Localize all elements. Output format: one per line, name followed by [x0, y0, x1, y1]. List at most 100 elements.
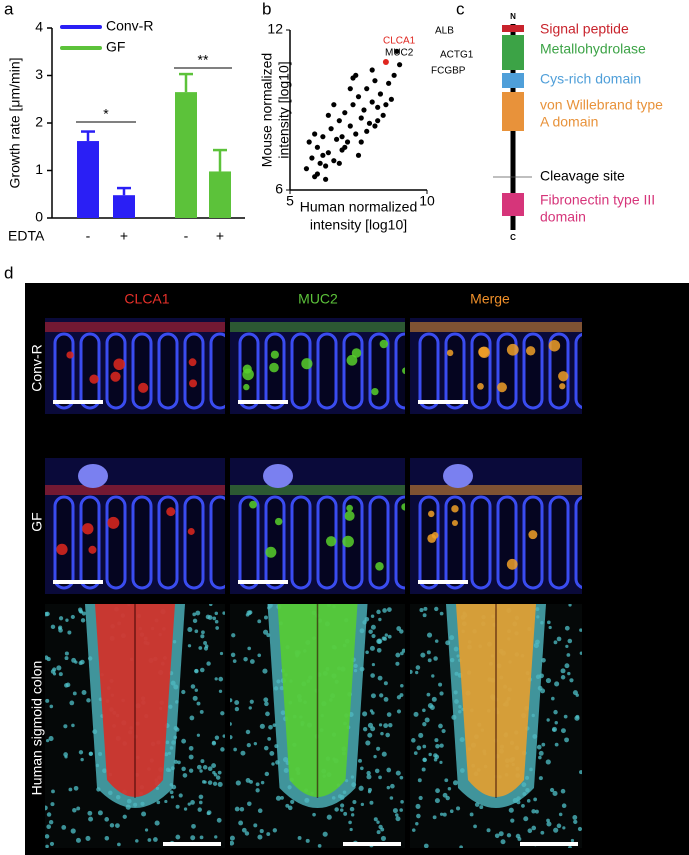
nucleus [214, 619, 219, 624]
crypt [53, 495, 75, 590]
nucleus [567, 671, 571, 676]
nucleus [196, 764, 202, 770]
nucleus [399, 775, 404, 780]
nucleus [203, 646, 209, 651]
nucleus [196, 701, 201, 706]
nucleus [449, 809, 454, 814]
bar [175, 92, 197, 218]
nucleus [365, 740, 371, 746]
nucleus [209, 604, 213, 607]
nucleus [216, 817, 222, 823]
nucleus [339, 808, 344, 812]
y-axis-label: Mouse normalized [259, 53, 275, 167]
y-axis-label: Growth rate [μm/min] [7, 58, 23, 189]
row-label: Conv-R [29, 344, 45, 391]
scatter-point [303, 166, 310, 172]
nucleus [399, 629, 404, 634]
nucleus [469, 812, 474, 817]
nucleus [575, 714, 580, 719]
nucleus [548, 625, 552, 630]
nucleus [64, 651, 69, 656]
nucleus [362, 726, 368, 732]
nucleus [368, 629, 373, 634]
nucleus [46, 739, 50, 743]
nucleus [575, 693, 579, 697]
scatter-point [306, 139, 312, 145]
domain-box [502, 25, 524, 32]
nucleus [63, 752, 68, 757]
crypt [79, 332, 101, 410]
crypt [418, 332, 440, 410]
nucleus [561, 803, 567, 808]
y-tick-label: 12 [267, 21, 283, 37]
nucleus [387, 634, 392, 639]
nucleus [552, 728, 556, 732]
nucleus [562, 826, 566, 830]
scatter-point [314, 171, 320, 177]
nucleus [259, 723, 265, 729]
nucleus [541, 742, 546, 747]
goblet-cell [166, 507, 176, 517]
nucleus [424, 717, 430, 723]
epithelium-band [410, 485, 582, 495]
nucleus [45, 611, 50, 617]
nucleus [198, 646, 203, 650]
nucleus [231, 633, 236, 638]
crypt [209, 495, 225, 590]
crypt [548, 332, 570, 410]
crypt [574, 332, 582, 410]
scatter-point [386, 80, 392, 86]
nucleus [71, 657, 77, 663]
nucleus [396, 695, 402, 700]
row-label: GF [29, 512, 45, 531]
nucleus [191, 823, 196, 829]
nucleus [45, 698, 50, 703]
nucleus [389, 796, 394, 800]
goblet-cell [478, 346, 490, 358]
panel-label: b [262, 0, 271, 18]
nucleus [144, 828, 149, 832]
nucleus [422, 708, 426, 713]
nucleus [198, 794, 204, 800]
nucleus [206, 810, 212, 815]
nucleus [222, 734, 225, 738]
scatter-point [325, 112, 331, 118]
nucleus [370, 614, 375, 618]
nucleus [48, 819, 54, 825]
goblet-cell [346, 504, 353, 512]
nucleus [45, 834, 50, 839]
goblet-cell [269, 362, 279, 373]
nucleus [230, 652, 236, 658]
nucleus [376, 638, 382, 644]
goblet-cell [506, 558, 518, 570]
scatter-point [350, 75, 356, 81]
nucleus [305, 838, 310, 843]
nucleus [506, 833, 512, 838]
nucleus [197, 807, 202, 812]
nucleus [230, 722, 232, 726]
goblet-cell [344, 510, 355, 521]
nucleus [272, 723, 277, 727]
nucleus [58, 625, 63, 630]
nucleus [558, 812, 563, 817]
nucleus [211, 741, 217, 746]
nucleus [423, 843, 429, 848]
n-terminus: N [510, 12, 516, 21]
scatter-point [383, 102, 389, 108]
scatter-point [358, 115, 364, 121]
nucleus [371, 662, 376, 667]
scatter-point [317, 160, 323, 166]
micrograph [230, 458, 405, 594]
nucleus [517, 836, 522, 841]
scatter-point [355, 94, 362, 100]
nucleus [65, 618, 69, 622]
nucleus [72, 808, 77, 813]
nucleus [275, 795, 281, 801]
domain-label: Cys-rich domain [540, 71, 641, 87]
nucleus [192, 612, 197, 617]
nucleus [234, 806, 240, 812]
nucleus [76, 806, 81, 811]
column-label: CLCA1 [124, 291, 169, 307]
micrograph [230, 318, 405, 414]
x-tick-label: + [216, 228, 224, 244]
